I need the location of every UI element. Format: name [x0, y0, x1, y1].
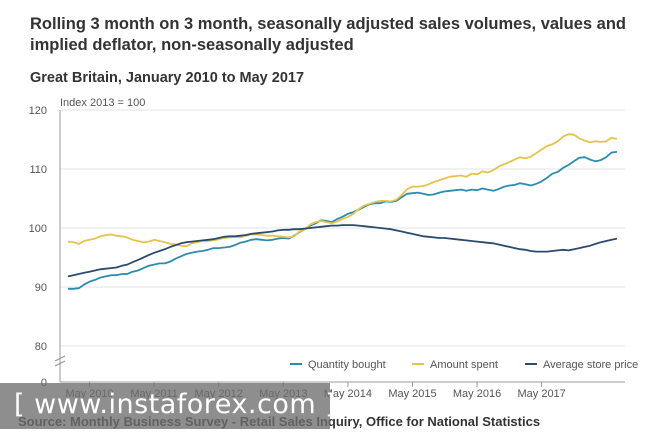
y-tick-label: 90 [35, 282, 47, 294]
legend-label: Average store price [543, 359, 638, 371]
x-tick-label: May 2014 [324, 388, 372, 400]
y-tick-label: 80 [35, 341, 47, 353]
series-line-average-store-price [67, 224, 618, 278]
chart-title: Rolling 3 month on 3 month, seasonally a… [30, 15, 626, 54]
y-tick-label: 110 [29, 164, 47, 176]
y-tick-label: 120 [29, 105, 47, 117]
watermark-banner: [ www.instaforex.com ] [0, 383, 336, 429]
series-line-amount-spent [67, 133, 618, 248]
axes: 08090100110120May 2010May 2011May 2012Ma… [29, 105, 625, 400]
legend-label: Amount spent [430, 359, 498, 371]
series-line-quantity-bought [68, 151, 618, 290]
x-tick-label: May 2016 [453, 388, 501, 400]
watermark-text: [ www.instaforex.com ] [14, 389, 337, 420]
grid-lines [60, 109, 625, 347]
y-tick-label: 100 [29, 223, 47, 235]
legend: Quantity bought Amount spent Average store… [290, 359, 638, 371]
axis-break-mark [54, 355, 66, 367]
chart-subtitle: Great Britain, January 2010 to May 2017 [30, 70, 305, 86]
x-tick-label: May 2015 [388, 388, 436, 400]
series-lines [67, 133, 618, 290]
y-axis-label: Index 2013 = 100 [60, 97, 145, 109]
legend-label: Quantity bought [308, 359, 386, 371]
x-tick-label: May 2017 [517, 388, 565, 400]
